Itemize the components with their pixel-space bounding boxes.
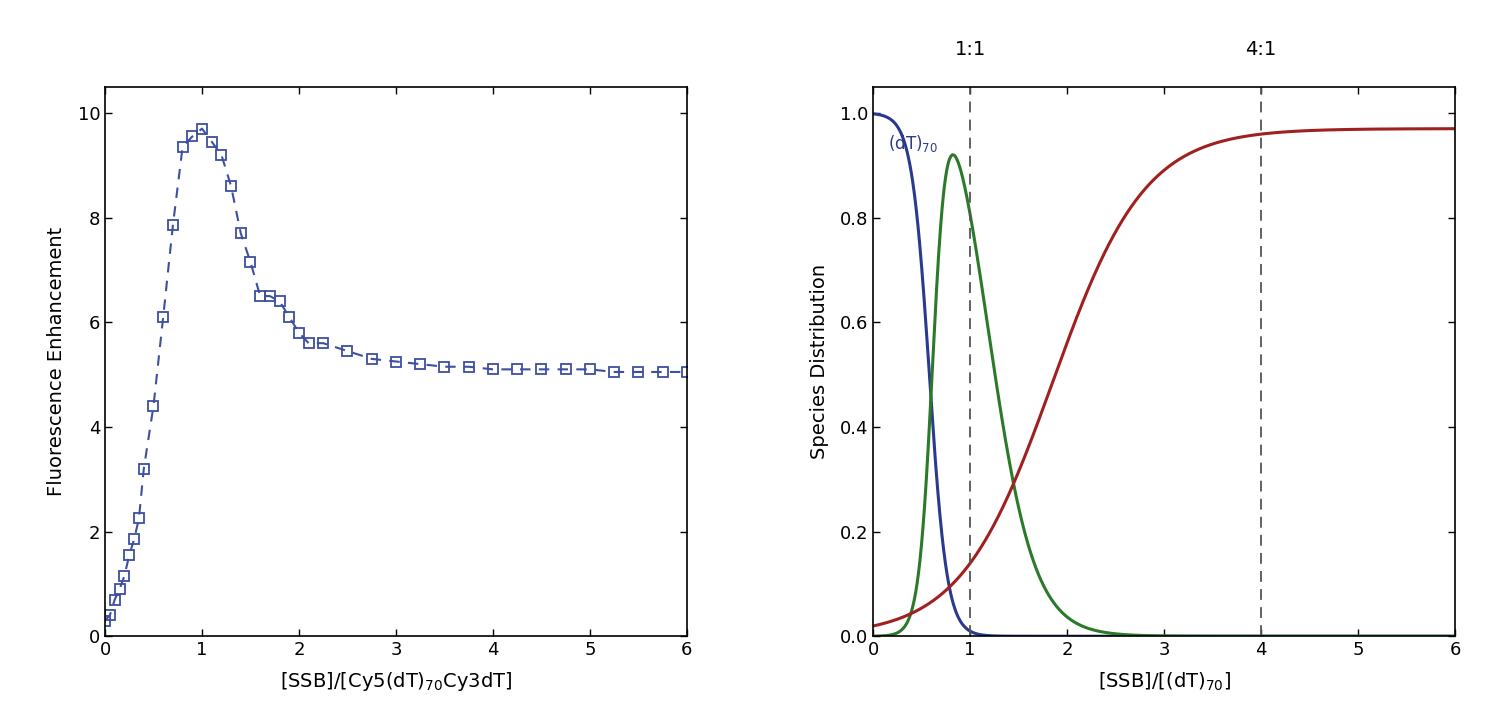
Y-axis label: Species Distribution: Species Distribution — [810, 264, 828, 459]
Text: (dT)$_{70}$: (dT)$_{70}$ — [888, 134, 938, 155]
Text: 1:1: 1:1 — [954, 40, 986, 59]
X-axis label: [SSB]/[Cy5(dT)$_{70}$Cy3dT]: [SSB]/[Cy5(dT)$_{70}$Cy3dT] — [279, 670, 512, 693]
Text: 4:1: 4:1 — [1245, 40, 1276, 59]
Y-axis label: Fluorescence Enhancement: Fluorescence Enhancement — [48, 227, 66, 496]
X-axis label: [SSB]/[(dT)$_{70}$]: [SSB]/[(dT)$_{70}$] — [1098, 670, 1230, 693]
